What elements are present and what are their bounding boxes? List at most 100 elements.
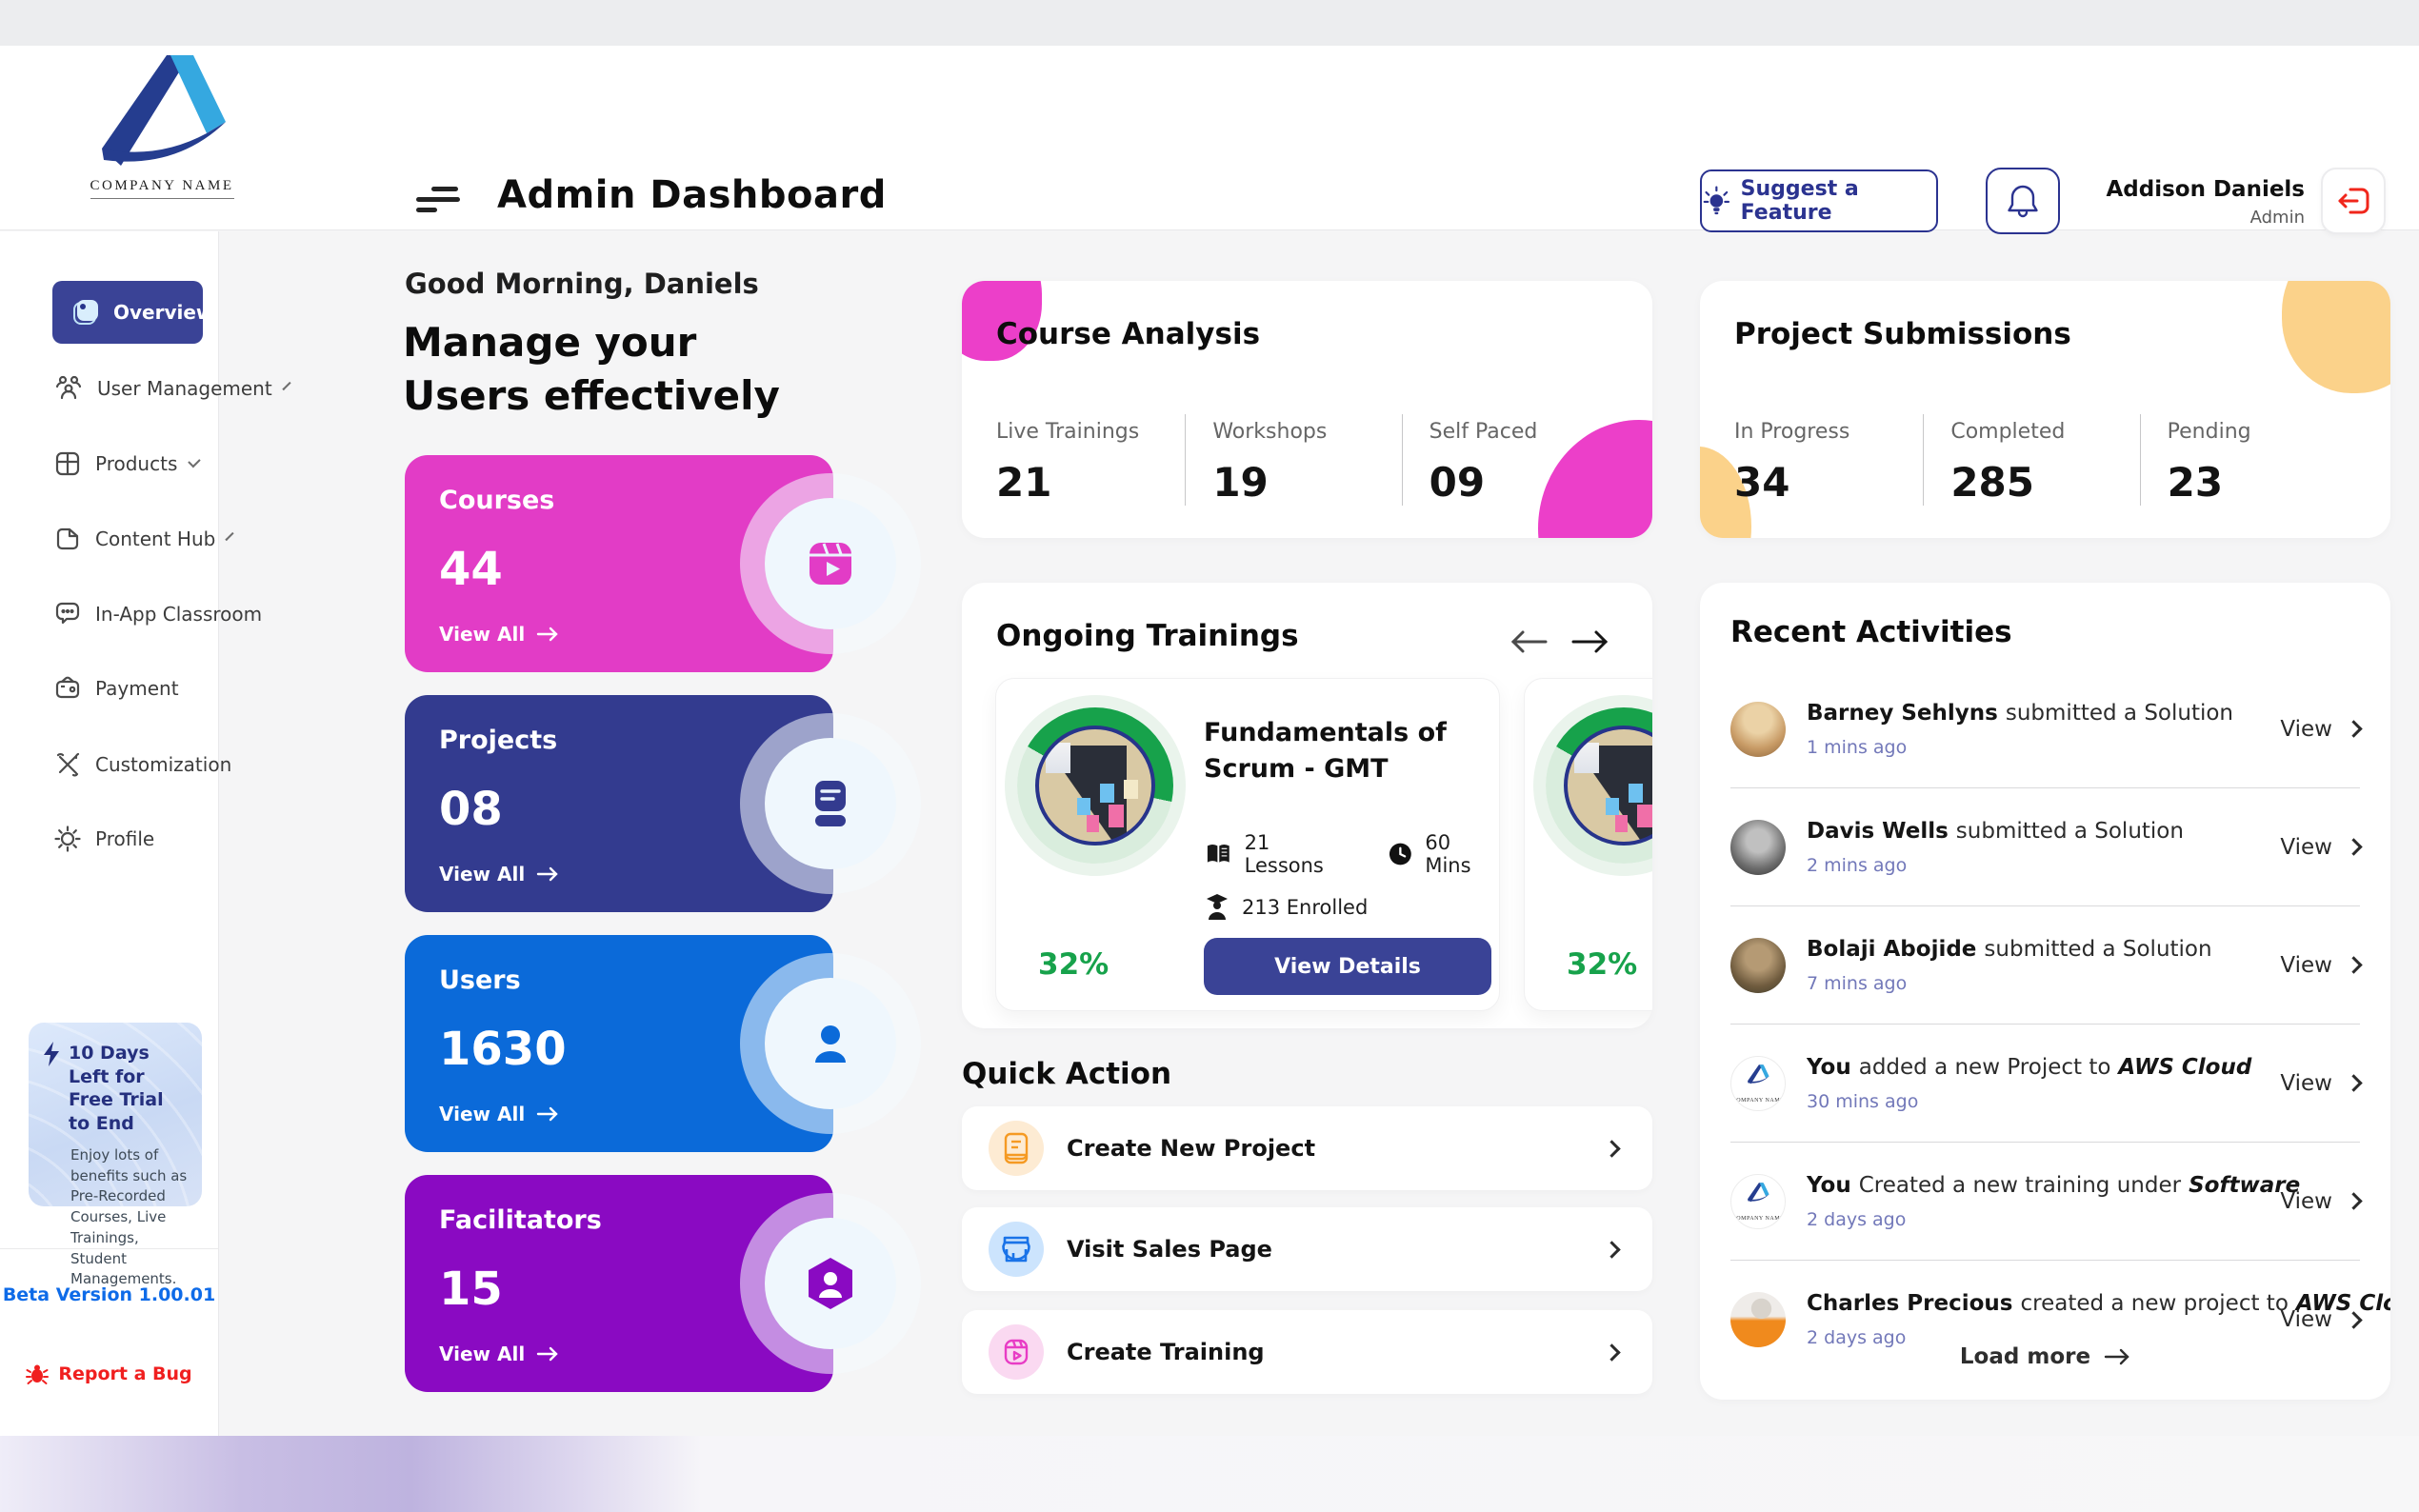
activity-time: 30 mins ago <box>1807 1090 1919 1112</box>
sidebar-item-user-management[interactable]: User Management <box>0 368 291 409</box>
arrow-left-icon <box>1510 630 1548 653</box>
quick-action-visit-sales[interactable]: Visit Sales Page <box>962 1207 1652 1291</box>
activity-view-link[interactable]: View <box>2280 953 2363 978</box>
sidebar-item-profile[interactable]: Profile <box>0 818 219 860</box>
storefront-icon <box>1002 1236 1030 1263</box>
bell-icon <box>2008 185 2038 218</box>
stat-card-title: Users <box>439 965 521 995</box>
training-card[interactable]: Fundamentals of Scrum - GMT 21 Lessons 6… <box>995 678 1500 1011</box>
activity-row: Charles Precious created a new project to… <box>1730 1261 2390 1379</box>
sidebar-item-customization[interactable]: Customization <box>0 744 231 786</box>
chevron-right-icon <box>2345 956 2363 974</box>
stat-label: Self Paced <box>1429 420 1538 444</box>
activity-actor: Davis Wells <box>1807 818 1949 844</box>
training-duration: 60 Mins <box>1425 831 1471 877</box>
sidebar-item-content-hub[interactable]: Content Hub <box>0 518 234 560</box>
icon-bubble <box>989 1222 1044 1277</box>
company-name: COMPANY NAME <box>1731 1097 1785 1104</box>
logout-button[interactable] <box>2321 168 2386 234</box>
sidebar-divider <box>0 1248 218 1249</box>
quick-action-create-project[interactable]: Create New Project <box>962 1106 1652 1190</box>
stat-card-title: Facilitators <box>439 1205 602 1235</box>
training-card-partial[interactable]: 32% <box>1524 678 1652 1011</box>
grid-icon <box>55 451 80 476</box>
chevron-down-icon <box>282 381 291 390</box>
chevron-right-icon <box>2345 1310 2363 1329</box>
reels-icon <box>810 543 851 585</box>
view-label: View <box>2280 1070 2332 1096</box>
logo-triangle-icon <box>1748 1182 1769 1202</box>
video-icon <box>1004 1339 1029 1365</box>
activity-row: Bolaji Abojide submitted a Solution 7 min… <box>1730 906 2363 1025</box>
training-lessons: 21 Lessons <box>1244 831 1324 877</box>
training-progress-ring <box>1546 707 1652 864</box>
notifications-button[interactable] <box>1986 168 2060 234</box>
beta-version-link[interactable]: Beta Version 1.00.01 <box>2 1284 216 1305</box>
view-label: View <box>2280 834 2332 860</box>
project-doc-icon <box>1004 1132 1029 1164</box>
activity-view-link[interactable]: View <box>2280 716 2363 742</box>
ongoing-trainings-panel: Ongoing Trainings Fundamentals of Scrum … <box>962 583 1652 1028</box>
activity-time: 2 mins ago <box>1807 854 1908 876</box>
carousel-next-button[interactable] <box>1569 627 1613 659</box>
activity-time: 7 mins ago <box>1807 972 1908 994</box>
user-role: Admin <box>2249 208 2305 228</box>
view-label: View <box>2280 1188 2332 1214</box>
view-label: View <box>2280 716 2332 742</box>
panel-title: Ongoing Trainings <box>996 619 1299 653</box>
sidebar-item-label: Content Hub <box>95 527 216 550</box>
overview-icon <box>73 300 98 325</box>
activity-view-link[interactable]: View <box>2280 1070 2363 1096</box>
activity-view-link[interactable]: View <box>2280 1188 2363 1214</box>
recent-activities-panel: Recent Activities Barney Sehlyns submitte… <box>1700 583 2390 1400</box>
icon-bubble <box>989 1324 1044 1380</box>
suggest-feature-button[interactable]: Suggest a Feature <box>1700 169 1938 232</box>
chevron-right-icon <box>2345 1074 2363 1092</box>
stat-value: 09 <box>1429 459 1486 506</box>
stat-value: 21 <box>996 459 1052 506</box>
activity-actor: You <box>1807 1054 1851 1080</box>
stat-card-projects[interactable]: Projects 08 View All <box>405 695 921 912</box>
avatar-company-logo: COMPANY NAME <box>1730 1173 1786 1229</box>
file-icon <box>56 527 79 550</box>
sidebar-item-payment[interactable]: Payment <box>0 667 219 709</box>
panel-title: Recent Activities <box>1730 615 2012 649</box>
carousel-prev-button[interactable] <box>1508 627 1551 659</box>
stat-pending: Pending 23 <box>2139 414 2356 506</box>
company-logo[interactable]: COMPANY NAME <box>67 53 257 199</box>
sidebar-item-overview[interactable]: Overview <box>52 281 213 344</box>
activity-time: 2 days ago <box>1807 1208 1907 1230</box>
quick-action-create-training[interactable]: Create Training <box>962 1310 1652 1394</box>
view-all-link[interactable]: View All <box>439 863 799 885</box>
stat-card-title: Courses <box>439 486 555 515</box>
sidebar-item-in-app-classroom[interactable]: In-App Classroom <box>0 593 262 635</box>
load-more-button[interactable]: Load more <box>1700 1344 2390 1369</box>
arrow-right-icon <box>536 627 558 642</box>
activity-actor: You <box>1807 1172 1851 1198</box>
stat-icon-bubble <box>740 1193 921 1374</box>
view-all-link[interactable]: View All <box>439 1343 799 1365</box>
sidebar-item-products[interactable]: Products <box>0 443 219 485</box>
view-all-link[interactable]: View All <box>439 623 799 646</box>
activity-view-link[interactable]: View <box>2280 834 2363 860</box>
view-all-link[interactable]: View All <box>439 1103 799 1125</box>
user-info[interactable]: Addison Daniels Admin <box>2076 177 2305 228</box>
view-details-button[interactable]: View Details <box>1204 938 1491 995</box>
report-bug-link[interactable]: Report a Bug <box>0 1363 218 1385</box>
sidebar-item-label: In-App Classroom <box>95 603 263 626</box>
avatar <box>1730 937 1786 993</box>
chevron-right-icon <box>2345 1192 2363 1210</box>
sidebar-item-label: Overview <box>113 301 214 324</box>
stat-card-users[interactable]: Users 1630 View All <box>405 935 921 1152</box>
activity-row: Davis Wells submitted a Solution 2 mins a… <box>1730 788 2363 906</box>
stat-icon-bubble <box>740 713 921 894</box>
activity-action: submitted a Solution <box>1984 936 2212 962</box>
activity-view-link[interactable]: View <box>2280 1307 2363 1332</box>
activity-time: 1 mins ago <box>1807 736 1908 758</box>
stat-card-courses[interactable]: Courses 44 View All <box>405 455 921 672</box>
stat-label: Live Trainings <box>996 420 1140 444</box>
chevron-right-icon <box>2345 838 2363 856</box>
stat-card-facilitators[interactable]: Facilitators 15 View All <box>405 1175 921 1392</box>
training-enrolled: 213 Enrolled <box>1242 896 1369 919</box>
menu-toggle-icon[interactable] <box>416 187 460 219</box>
